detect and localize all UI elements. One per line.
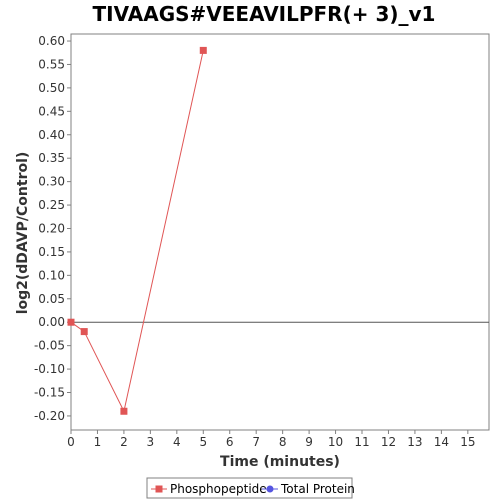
plot-area xyxy=(70,33,490,431)
y-tick-label: 0.25 xyxy=(38,198,65,212)
y-tick-label: 0.00 xyxy=(38,315,65,329)
y-tick-label: 0.35 xyxy=(38,151,65,165)
x-axis: 0 1 2 3 4 5 6 7 8 9 10 11 12 13 14 15 xyxy=(67,430,475,449)
y-tick-label: 0.60 xyxy=(38,34,65,48)
x-tick-label: 1 xyxy=(94,435,102,449)
x-tick-label: 14 xyxy=(434,435,449,449)
x-tick-label: 9 xyxy=(305,435,313,449)
y-tick-label: -0.15 xyxy=(34,386,65,400)
y-tick-label: 0.50 xyxy=(38,81,65,95)
x-tick-label: 5 xyxy=(199,435,207,449)
y-axis: 0.60 0.55 0.50 0.45 0.40 0.35 0.30 0.25 0.20 0.15… xyxy=(34,34,71,423)
x-tick-label: 11 xyxy=(354,435,369,449)
legend-box xyxy=(146,477,353,499)
chart-title: TIVAAGS#VEEAVILPFR(+ 3)_v1 xyxy=(93,2,436,26)
y-tick-label: 0.20 xyxy=(38,221,65,235)
y-tick-label: 0.10 xyxy=(38,268,65,282)
data-point xyxy=(80,328,88,336)
x-tick-label: 15 xyxy=(460,435,475,449)
x-tick-label: 13 xyxy=(407,435,422,449)
y-tick-label: 0.05 xyxy=(38,292,65,306)
y-tick-label: -0.20 xyxy=(34,409,65,423)
y-tick-label: -0.05 xyxy=(34,339,65,353)
x-tick-label: 6 xyxy=(226,435,234,449)
x-tick-label: 10 xyxy=(328,435,343,449)
legend-label: Total Protein xyxy=(280,482,355,496)
x-tick-label: 3 xyxy=(147,435,155,449)
x-tick-label: 12 xyxy=(381,435,396,449)
x-tick-label: 7 xyxy=(252,435,260,449)
y-axis-label: log2(dDAVP/Control) xyxy=(15,152,31,315)
y-tick-label: 0.40 xyxy=(38,128,65,142)
x-tick-label: 2 xyxy=(120,435,128,449)
legend: Phosphopeptide Total Protein xyxy=(146,477,355,499)
series-line xyxy=(70,50,204,413)
y-tick-label: 0.55 xyxy=(38,57,65,71)
x-tick-label: 8 xyxy=(279,435,287,449)
y-tick-label: 0.15 xyxy=(38,245,65,259)
legend-circle-marker xyxy=(266,485,274,493)
data-point xyxy=(199,46,207,54)
data-point xyxy=(67,318,75,326)
y-tick-label: -0.10 xyxy=(34,362,65,376)
series-layer xyxy=(67,46,207,415)
x-axis-label: Time (minutes) xyxy=(220,454,340,470)
y-tick-label: 0.30 xyxy=(38,175,65,189)
legend-square-marker xyxy=(155,485,163,493)
x-tick-label: 4 xyxy=(173,435,181,449)
legend-label: Phosphopeptide xyxy=(170,482,267,496)
data-point xyxy=(120,407,128,415)
x-tick-label: 0 xyxy=(67,435,75,449)
y-tick-label: 0.45 xyxy=(38,104,65,118)
